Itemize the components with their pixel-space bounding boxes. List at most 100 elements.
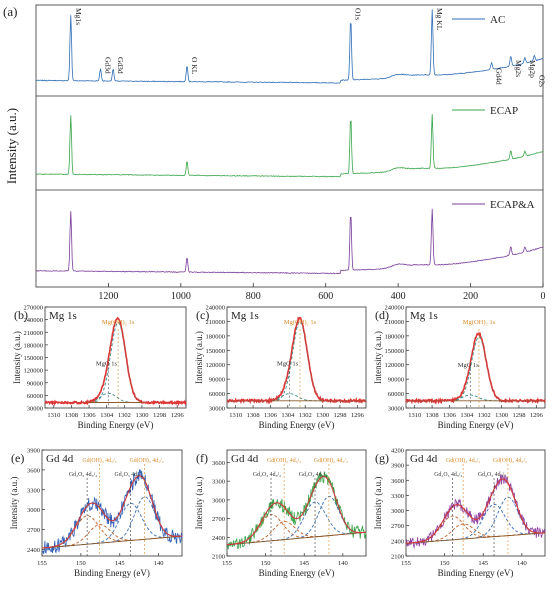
x-tick-label: 1306 bbox=[443, 412, 457, 419]
x-tick-label: 1308 bbox=[247, 412, 260, 419]
y-tick-label: 180000 bbox=[24, 342, 44, 349]
x-tick-label: 400 bbox=[391, 291, 406, 302]
legend-label: ECAP bbox=[490, 105, 518, 117]
x-tick-label: 1300 bbox=[135, 412, 148, 419]
x-tick-label: 145 bbox=[478, 560, 488, 567]
panel-e-ylabel: Intensity (a.u.) bbox=[9, 477, 19, 530]
x-tick-label: 1298 bbox=[512, 412, 525, 419]
peak-label: MgO 1s bbox=[277, 361, 299, 368]
peak-annotation: Gd3d bbox=[103, 57, 112, 74]
x-tick-label: 800 bbox=[246, 291, 261, 302]
peak-label: Gd(OH)₃ 4d₅/₂ bbox=[314, 457, 348, 464]
y-tick-label: 2100 bbox=[212, 554, 225, 561]
x-tick-label: 140 bbox=[338, 560, 348, 567]
x-tick-label: 1296 bbox=[171, 412, 185, 419]
y-tick-label: 3300 bbox=[27, 487, 40, 494]
peak-label: Gd₂O₃ 4d₃/₂ bbox=[434, 472, 462, 478]
fit-component-curve bbox=[405, 503, 545, 544]
peak-label: MgO 1s bbox=[458, 362, 480, 369]
fit-component-curve bbox=[406, 336, 545, 402]
y-tick-label: 60000 bbox=[27, 393, 43, 400]
peak-annotation: Mg1s bbox=[74, 8, 83, 25]
x-tick-label: 150 bbox=[440, 560, 450, 567]
peak-label: Gd(OH)₃ 4d₃/₂ bbox=[267, 457, 301, 464]
raw-spectrum-line bbox=[226, 471, 367, 550]
y-tick-label: 3900 bbox=[27, 448, 40, 455]
peak-label: Gd₂O₃ 4d₅/₂ bbox=[478, 472, 506, 478]
panel-a-ylabel: Intensity (a.u.) bbox=[4, 108, 19, 184]
peak-annotation: Mg2p bbox=[528, 60, 537, 78]
panel-c-frame bbox=[226, 306, 367, 409]
panel-a: (a) Intensity (a.u.) 1200 1000 800 600 400 200 0… bbox=[3, 4, 546, 302]
peak-annotation: O2s bbox=[537, 75, 546, 87]
x-tick-label: 1308 bbox=[426, 412, 439, 419]
panel-g-xlabel: Binding Energy (eV) bbox=[438, 568, 514, 578]
y-tick-label: 3300 bbox=[212, 479, 225, 486]
panel-b-ylabel: Intensity (a.u.) bbox=[12, 331, 22, 384]
fit-component-curve bbox=[226, 521, 367, 546]
panel-b-label: (b) bbox=[14, 308, 28, 322]
x-tick-label: 1310 bbox=[408, 412, 421, 419]
y-tick-label: 120000 bbox=[385, 362, 405, 369]
survey-line-ecap bbox=[36, 114, 544, 178]
y-tick-label: 2400 bbox=[27, 547, 40, 554]
panel-f-frame bbox=[226, 449, 367, 557]
panel-e-element: Gd 4d bbox=[46, 453, 74, 465]
y-tick-label: 2700 bbox=[212, 516, 225, 523]
fit-component-curve bbox=[226, 501, 367, 546]
x-tick-label: 150 bbox=[261, 560, 271, 567]
x-tick-label: 1302 bbox=[478, 412, 491, 419]
y-tick-label: 3600 bbox=[212, 460, 225, 467]
peak-annotation: Mg2s bbox=[514, 60, 523, 77]
peak-label: Gd₂O₃ 4d₃/₂ bbox=[253, 472, 281, 478]
peak-label: Mg(OH)₂ 1s bbox=[284, 319, 317, 326]
panel-e: (e) Gd 4d Intensity (a.u.) Binding Energy (… bbox=[9, 448, 183, 578]
x-tick-label: 1304 bbox=[281, 412, 295, 419]
survey-line-ecapa bbox=[35, 208, 544, 275]
peak-annotation: Gd3d bbox=[116, 57, 125, 74]
x-tick-label: 1296 bbox=[530, 412, 544, 419]
x-tick-label: 145 bbox=[299, 560, 309, 567]
panel-f: (f) Gd 4d Intensity (a.u.) Binding Energy (… bbox=[194, 449, 367, 578]
y-tick-label: 3600 bbox=[27, 467, 40, 474]
x-tick-label: 1302 bbox=[118, 412, 131, 419]
x-tick-label: 145 bbox=[115, 560, 125, 567]
x-tick-label: 150 bbox=[76, 560, 86, 567]
panel-d-ylabel: Intensity (a.u.) bbox=[373, 331, 383, 384]
y-tick-label: 180000 bbox=[206, 333, 226, 340]
panel-c-xlabel: Binding Energy (eV) bbox=[259, 420, 335, 430]
x-tick-label: 1306 bbox=[264, 412, 278, 419]
background-line bbox=[405, 532, 543, 544]
y-tick-label: 3000 bbox=[27, 507, 40, 514]
panel-e-frame bbox=[41, 449, 183, 557]
peak-label: Gd₂O₃ 4d₅/₂ bbox=[299, 472, 327, 478]
y-tick-label: 240000 bbox=[24, 317, 44, 324]
panel-b-xlabel: Binding Energy (eV) bbox=[78, 420, 154, 430]
panel-a-frame bbox=[35, 4, 544, 288]
fit-envelope-line bbox=[226, 475, 366, 546]
panel-b-element: Mg 1s bbox=[49, 310, 77, 322]
peak-label: Gd(OH)₃ 4d₅/₂ bbox=[130, 457, 164, 464]
x-tick-label: 155 bbox=[222, 560, 232, 567]
x-tick-label: 1306 bbox=[83, 412, 97, 419]
panel-e-label: (e) bbox=[11, 451, 24, 465]
y-tick-label: 2400 bbox=[391, 538, 404, 545]
peak-annotation: O KL bbox=[190, 57, 199, 75]
x-tick-label: 0 bbox=[541, 291, 546, 302]
raw-spectrum-line bbox=[405, 473, 546, 549]
panel-g-ylabel: Intensity (a.u.) bbox=[373, 477, 383, 530]
fit-envelope-line bbox=[406, 333, 545, 402]
y-tick-label: 270000 bbox=[24, 305, 44, 312]
y-tick-label: 30000 bbox=[388, 406, 404, 413]
panel-f-element: Gd 4d bbox=[231, 453, 259, 465]
x-tick-label: 1310 bbox=[229, 412, 242, 419]
peak-label: Gd₂O₃ 4d₅/₂ bbox=[115, 472, 143, 478]
panel-a-label: (a) bbox=[3, 4, 17, 19]
raw-spectrum-line bbox=[42, 469, 183, 554]
fit-envelope-line bbox=[42, 475, 182, 549]
panel-g-element: Gd 4d bbox=[410, 453, 438, 465]
fit-component-curve bbox=[405, 523, 545, 544]
panel-g: (g) Gd 4d Intensity (a.u.) Binding Energy (… bbox=[373, 448, 546, 578]
y-tick-label: 60000 bbox=[388, 391, 404, 398]
